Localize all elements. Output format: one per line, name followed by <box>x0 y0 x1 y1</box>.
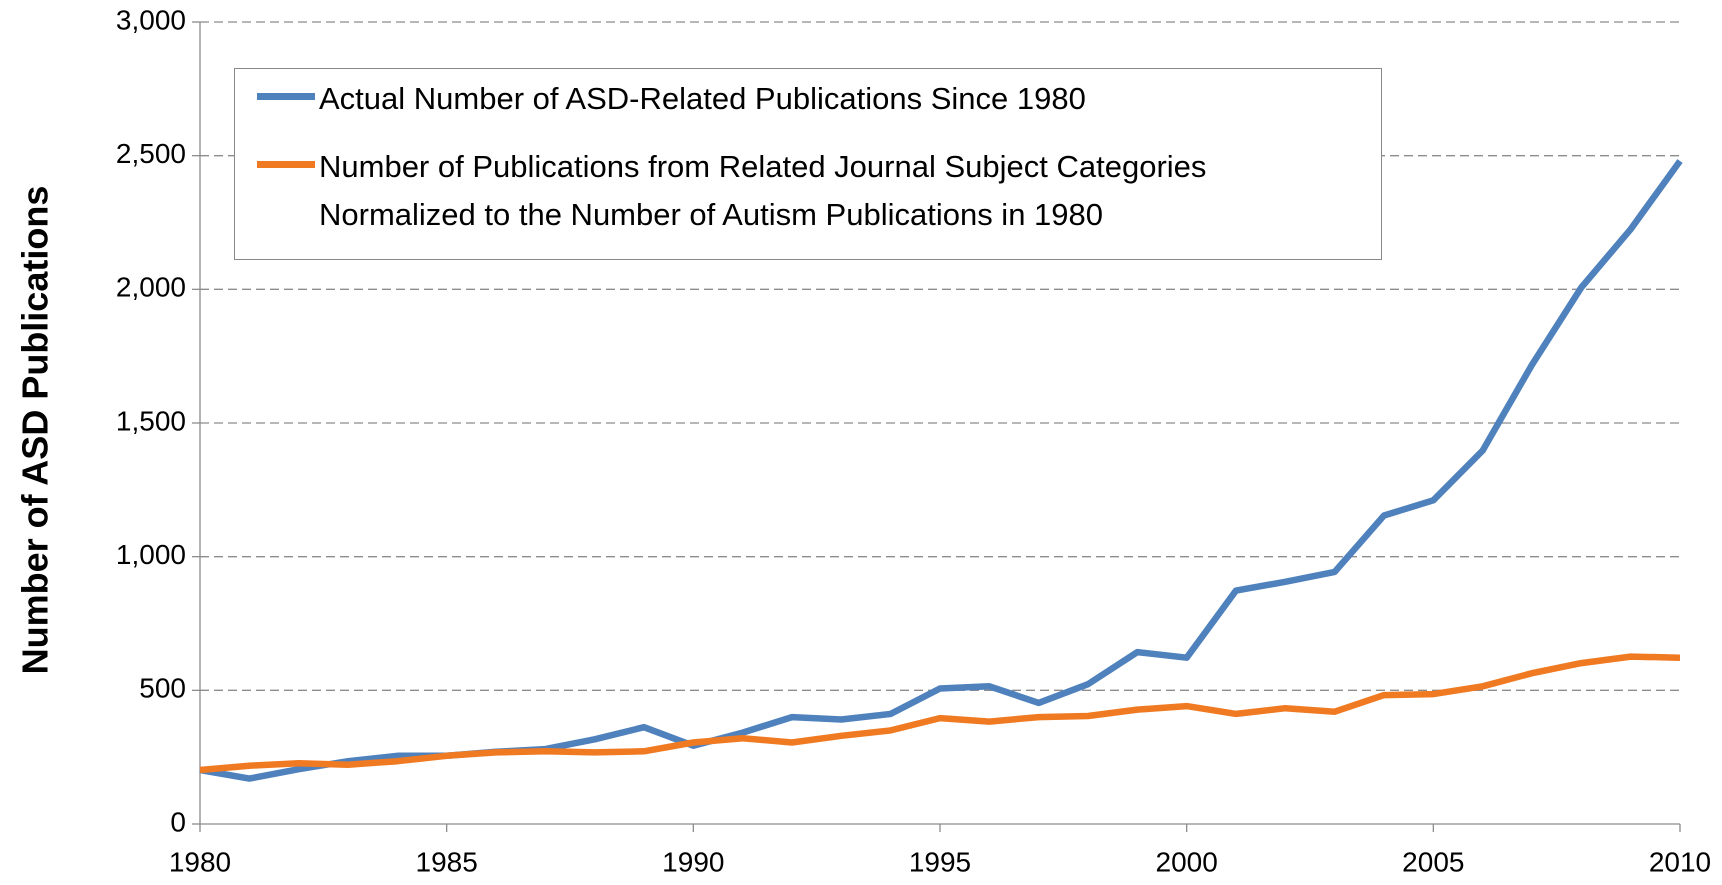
y-axis-title: Number of ASD Publications <box>15 186 56 675</box>
x-tick-label: 1980 <box>169 846 231 877</box>
y-tick-label: 1,000 <box>116 539 186 570</box>
y-tick-label: 1,500 <box>116 405 186 436</box>
x-tick-label: 2005 <box>1402 846 1464 877</box>
legend-swatch <box>257 161 315 168</box>
x-tick-label: 1995 <box>909 846 971 877</box>
legend-entry: Actual Number of ASD-Related Publication… <box>235 75 1381 123</box>
legend-swatch <box>257 93 315 100</box>
x-tick-label: 2000 <box>1156 846 1218 877</box>
legend-label: Number of Publications from Related Jour… <box>319 149 1207 232</box>
data-line <box>199 653 1681 774</box>
legend-entry: Number of Publications from Related Jour… <box>235 143 1381 239</box>
x-tick-label: 1990 <box>662 846 724 877</box>
x-tick-label: 1985 <box>416 846 478 877</box>
y-tick-label: 2,500 <box>116 138 186 169</box>
y-tick-label: 500 <box>139 673 186 704</box>
y-tick-label: 2,000 <box>116 272 186 303</box>
legend: Actual Number of ASD-Related Publication… <box>234 68 1382 260</box>
x-tick-label: 2010 <box>1649 846 1711 877</box>
y-tick-label: 3,000 <box>116 4 186 35</box>
y-tick-label: 0 <box>170 806 186 837</box>
legend-label: Actual Number of ASD-Related Publication… <box>319 81 1086 116</box>
